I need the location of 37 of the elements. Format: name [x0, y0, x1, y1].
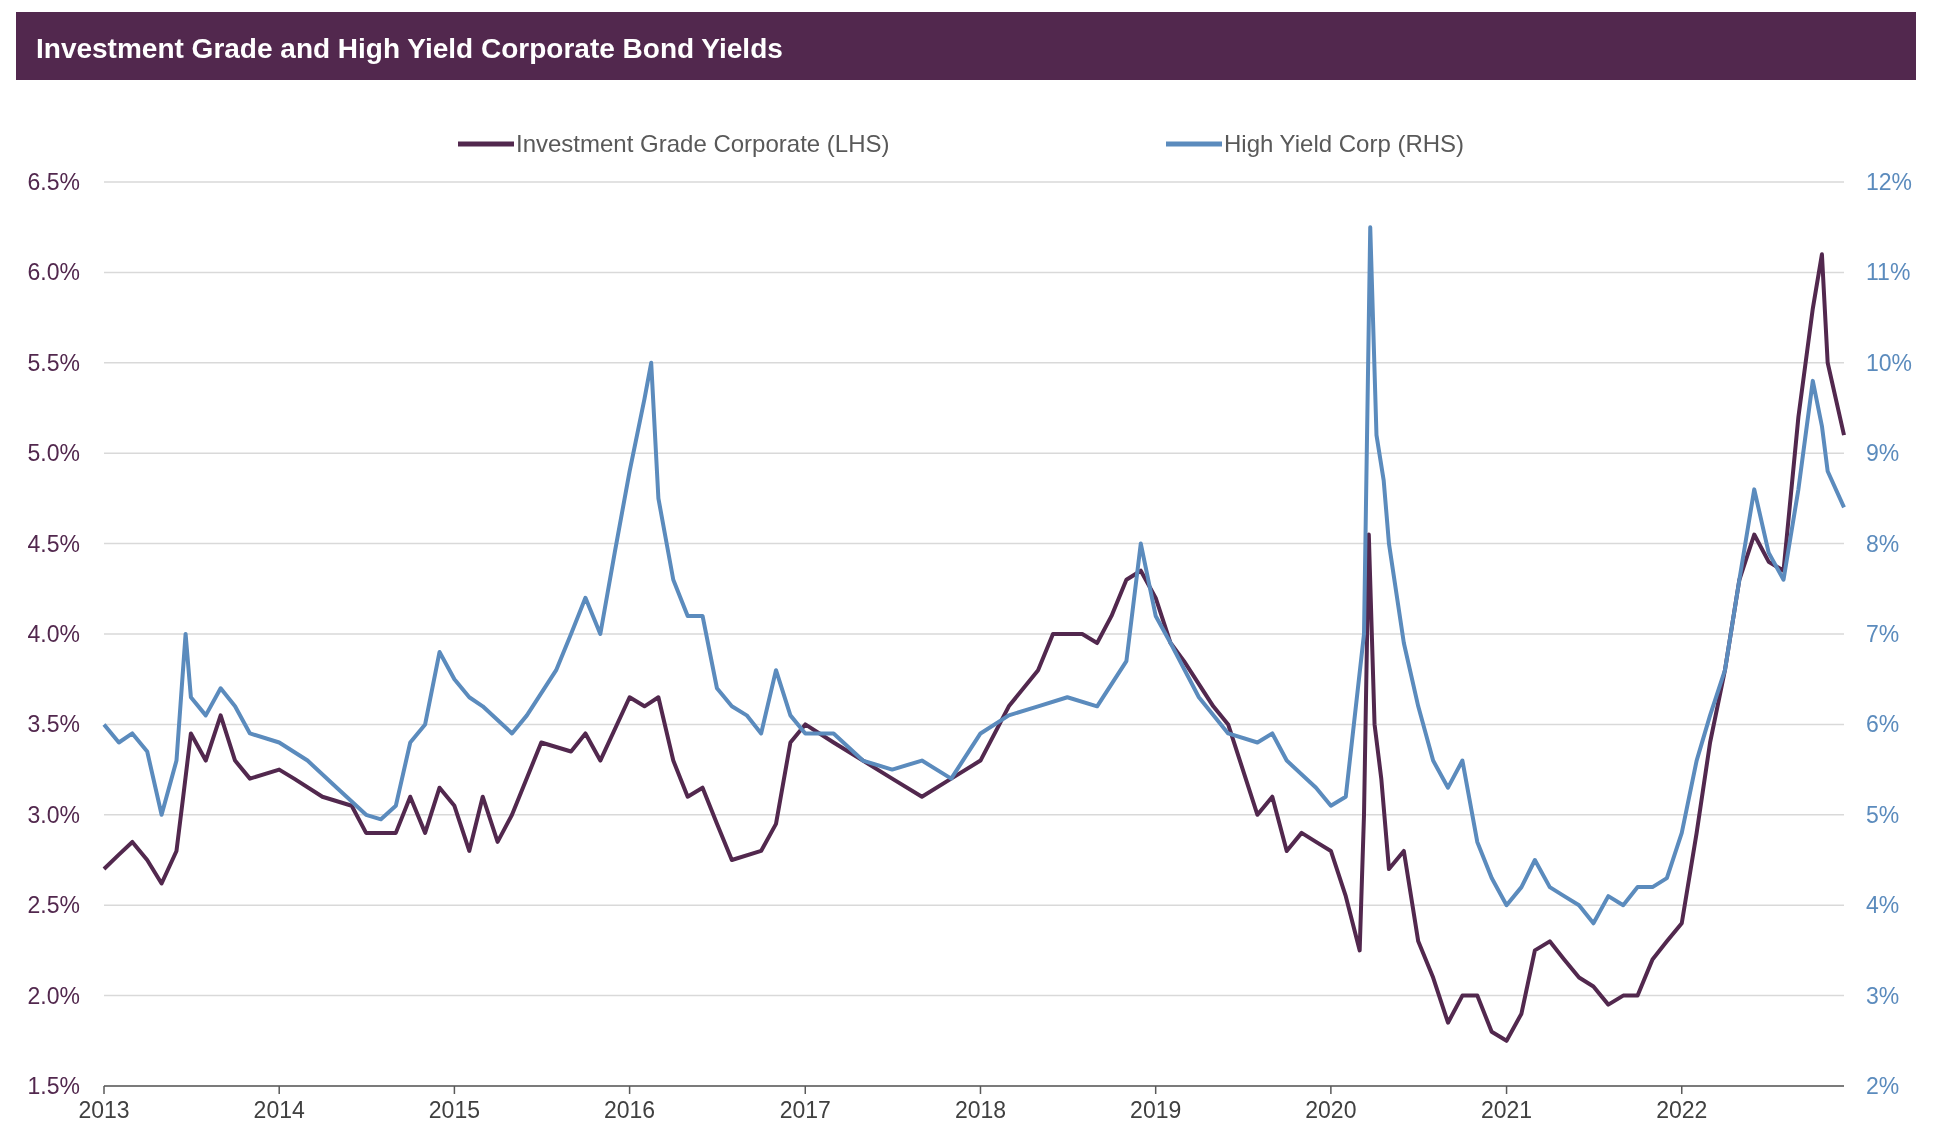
- y-tick-label: 3.0%: [27, 801, 80, 828]
- line-series: [102, 252, 1846, 1043]
- y2-tick-label: 2%: [1866, 1073, 1900, 1099]
- x-tick-label: 2016: [604, 1097, 656, 1123]
- y2-tick-label: 3%: [1866, 982, 1900, 1009]
- x-tick-label: 2017: [779, 1097, 831, 1123]
- y-tick-label: 2.0%: [27, 982, 80, 1009]
- y2-tick-label: 5%: [1866, 801, 1900, 828]
- x-tick-label: 2021: [1480, 1097, 1533, 1123]
- y2-tick-label: 7%: [1866, 621, 1900, 647]
- x-tick-label: 2019: [1130, 1097, 1182, 1123]
- y-tick-label: 3.5%: [27, 711, 80, 738]
- chart-title: Investment Grade and High Yield Corporate Bond Yields: [36, 33, 783, 64]
- y-tick-label: 6.0%: [27, 259, 80, 286]
- x-tick-label: 2013: [78, 1097, 130, 1123]
- legend-label: High Yield Corp (RHS): [1224, 130, 1465, 157]
- y2-tick-label: 6%: [1866, 711, 1900, 738]
- y-tick-label: 4.5%: [27, 530, 80, 557]
- y2-tick-label: 11%: [1866, 259, 1911, 286]
- y2-tick-label: 8%: [1866, 530, 1900, 557]
- y-tick-label: 1.5%: [27, 1073, 80, 1099]
- x-tick-label: 2022: [1656, 1097, 1708, 1123]
- y2-tick-label: 9%: [1866, 440, 1900, 467]
- y-tick-label: 5.5%: [27, 349, 80, 376]
- legend-label: Investment Grade Corporate (LHS): [516, 130, 890, 157]
- x-tick-label: 2015: [428, 1097, 480, 1123]
- y-tick-label: 5.0%: [27, 440, 80, 467]
- y2-tick-label: 12%: [1866, 169, 1913, 195]
- y-tick-label: 4.0%: [27, 621, 80, 647]
- y2-tick-label: 10%: [1866, 349, 1913, 376]
- y2-tick-label: 4%: [1866, 892, 1900, 919]
- y-tick-label: 6.5%: [27, 169, 80, 195]
- line-series: [102, 225, 1846, 926]
- x-tick-label: 2018: [954, 1097, 1007, 1123]
- y-tick-label: 2.5%: [27, 892, 80, 919]
- x-tick-label: 2014: [253, 1097, 305, 1123]
- x-tick-label: 2020: [1305, 1097, 1357, 1123]
